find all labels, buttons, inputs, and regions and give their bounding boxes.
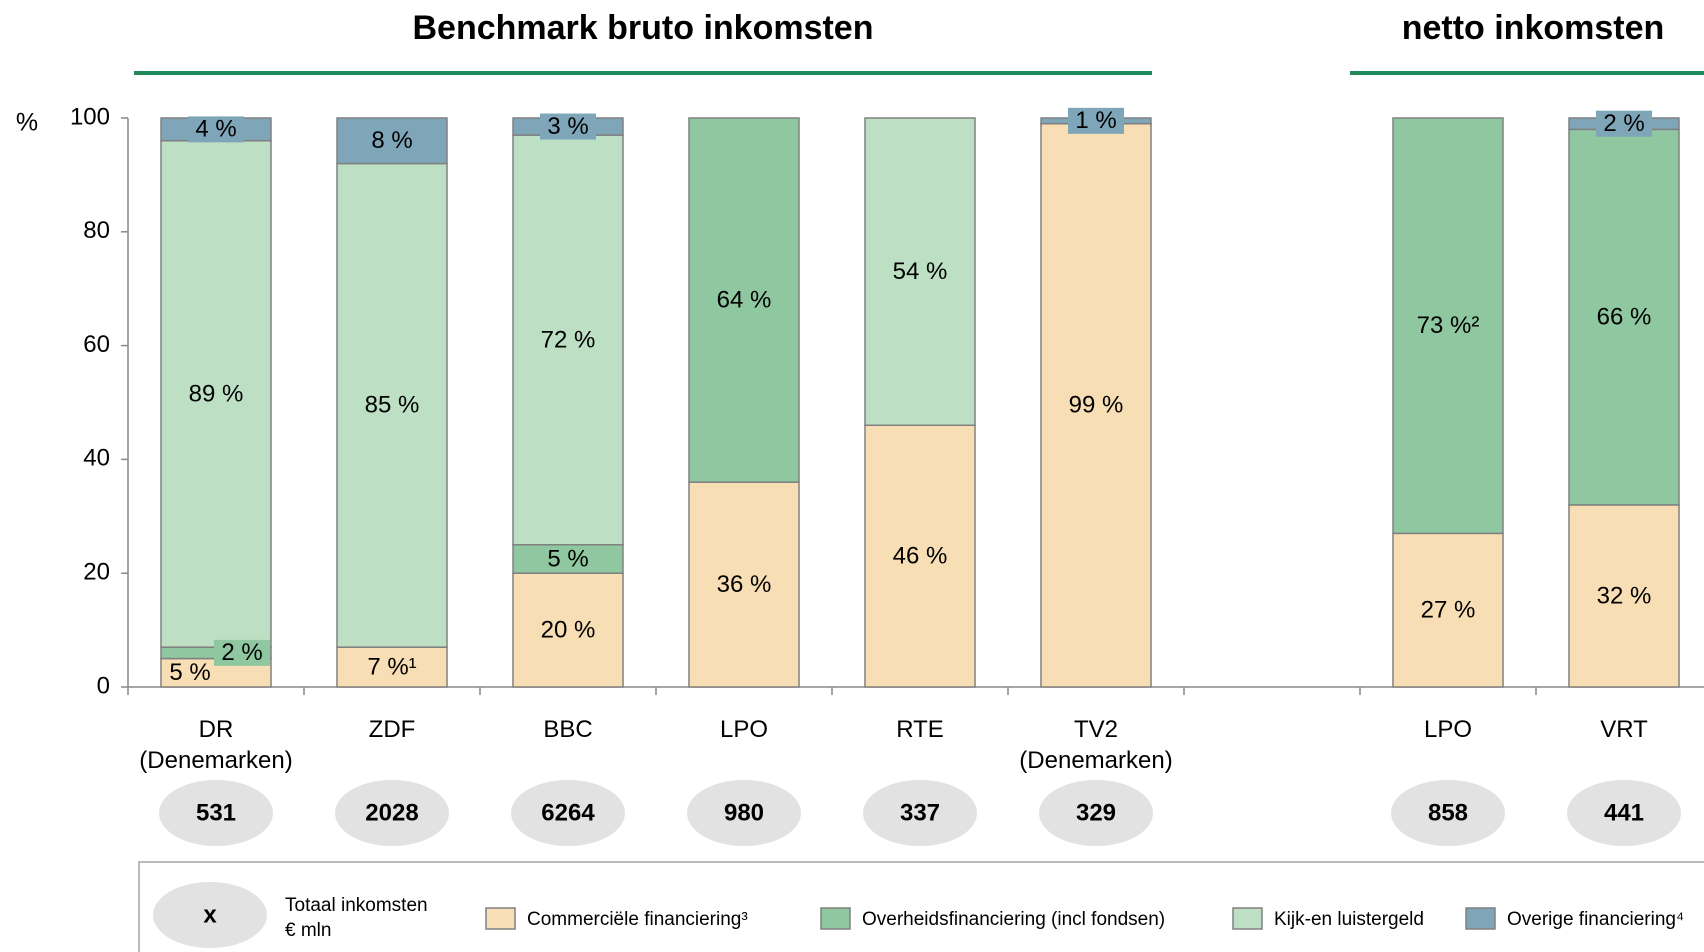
legend-total-symbol: x (203, 901, 217, 928)
total-label: 858 (1428, 799, 1468, 826)
x-tick-label: VRT (1600, 716, 1648, 743)
y-axis-label: % (16, 109, 38, 137)
total-label: 337 (900, 799, 940, 826)
chart-title-2: netto inkomsten (1402, 9, 1665, 47)
total-label: 6264 (541, 799, 595, 826)
value-label: 36 % (717, 571, 772, 598)
legend-swatch (1232, 907, 1263, 930)
value-label-box (364, 127, 420, 154)
total-bubble (1039, 780, 1153, 846)
total-bubble (687, 780, 801, 846)
chart-title: Benchmark bruto inkomsten (413, 9, 874, 47)
bar-segment (864, 424, 976, 688)
bar-segment (512, 134, 624, 546)
x-tick-label: TV2 (Denemarken) (1019, 716, 1173, 774)
value-label: 54 % (893, 258, 948, 285)
x-tick-label: BBC (543, 716, 593, 743)
legend-swatch (1465, 907, 1496, 930)
x-tick-label: LPO (1423, 716, 1473, 743)
bar-segment (1568, 128, 1680, 506)
y-tick-label: 80 (83, 217, 110, 244)
legend-swatch (820, 907, 851, 930)
bar-segment (688, 481, 800, 688)
bar-segment (336, 162, 448, 648)
bar-segment (512, 572, 624, 688)
value-label-box (188, 116, 244, 143)
value-label-box (214, 639, 270, 666)
total-bubble (1567, 780, 1681, 846)
total-bubble (335, 780, 449, 846)
total-bubble (511, 780, 625, 846)
bar-segment (1392, 117, 1504, 535)
value-label: 27 % (1421, 597, 1476, 624)
x-tick-label: DR (Denemarken) (139, 716, 293, 774)
value-label: 5 % (169, 659, 210, 686)
value-label-box (364, 654, 420, 681)
y-tick-label: 40 (83, 445, 110, 472)
x-tick-label: RTE (896, 716, 944, 743)
bar-segment (160, 140, 272, 648)
value-label-box (1596, 110, 1652, 137)
y-tick-label: 60 (83, 331, 110, 358)
value-label: 2 % (1603, 110, 1644, 137)
bar-segment (1040, 122, 1152, 688)
total-label: 441 (1604, 799, 1644, 826)
value-label-box (162, 659, 218, 686)
value-label-box (1068, 107, 1124, 134)
value-label: 5 % (547, 545, 588, 572)
value-label-box (540, 113, 596, 140)
total-label: 980 (724, 799, 764, 826)
value-label-box (540, 545, 596, 572)
value-label: 3 % (547, 113, 588, 140)
total-bubble (1391, 780, 1505, 846)
total-bubble (159, 780, 273, 846)
legend-label: Overheidsfinanciering (incl fondsen) (862, 909, 1165, 930)
value-label: 85 % (365, 392, 420, 419)
value-label: 4 % (195, 116, 236, 143)
total-bubble (863, 780, 977, 846)
value-label: 20 % (541, 616, 596, 643)
value-label: 32 % (1597, 582, 1652, 609)
value-label: 64 % (717, 286, 772, 313)
legend-label: Kijk-en luistergeld (1274, 909, 1424, 930)
legend-label: Commerciële financiering³ (527, 909, 748, 930)
x-tick-label: ZDF (368, 716, 416, 743)
value-label: 8 % (371, 127, 412, 154)
legend-box (138, 861, 1704, 952)
value-label: 72 % (541, 326, 596, 353)
value-label: 46 % (893, 542, 948, 569)
y-tick-label: 20 (83, 559, 110, 586)
x-tick-label: LPO (719, 716, 769, 743)
bar-segment (864, 117, 976, 427)
legend-swatch (485, 907, 516, 930)
legend-total-bubble (153, 882, 267, 948)
total-label: 531 (196, 799, 236, 826)
total-label: 329 (1076, 799, 1116, 826)
bar-segment (1568, 504, 1680, 688)
value-label: 2 % (221, 639, 262, 666)
total-label: 2028 (365, 799, 418, 826)
value-label: 73 %² (1417, 312, 1480, 339)
y-tick-label: 100 (70, 103, 110, 130)
value-label: 99 % (1069, 392, 1124, 419)
y-tick-label: 0 (97, 672, 110, 699)
value-label: 7 %¹ (367, 653, 416, 680)
legend-total-label: Totaal inkomsten (285, 895, 428, 916)
bar-segment (688, 117, 800, 483)
legend-total-unit: € mln (285, 920, 331, 941)
value-label: 89 % (189, 380, 244, 407)
value-label: 1 % (1075, 107, 1116, 134)
legend-label: Overige financiering⁴ (1507, 909, 1684, 930)
bar-segment (1392, 532, 1504, 688)
value-label: 66 % (1597, 303, 1652, 330)
